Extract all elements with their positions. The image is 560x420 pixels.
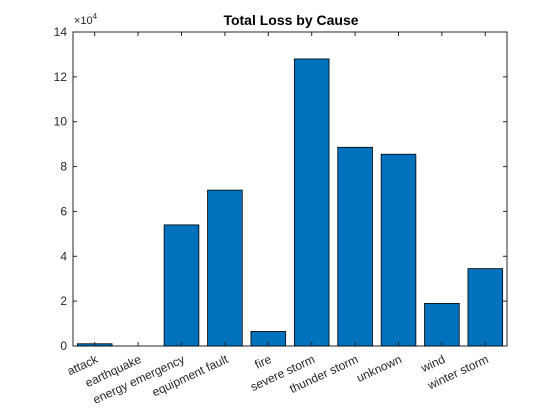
bars-group [76,58,504,347]
y-tick-label: 8 [60,160,67,174]
y-exponent-label: ×104 [74,12,98,27]
y-tick-label: 12 [54,70,68,84]
bar-severe-storm [293,58,330,347]
y-tick-label: 0 [60,339,67,353]
chart-title: Total Loss by Cause [223,12,358,28]
bar-energy-emergency [163,224,200,347]
bar-wind [424,302,460,347]
bar-winter-storm [467,268,504,347]
y-tick-label: 4 [60,249,67,263]
bar-thunder-storm [337,146,373,347]
bar-unknown [380,153,417,347]
plot-area [72,31,508,347]
x-tick-label: fire [253,352,274,372]
y-axis: 0 2 4 6 8 10 12 14 [54,25,507,353]
y-tick-label: 10 [54,115,68,129]
y-tick-label: 14 [54,25,68,39]
y-tick-label: 6 [60,204,67,218]
bar-equipment-fault [207,189,243,347]
y-tick-label: 2 [60,294,67,308]
